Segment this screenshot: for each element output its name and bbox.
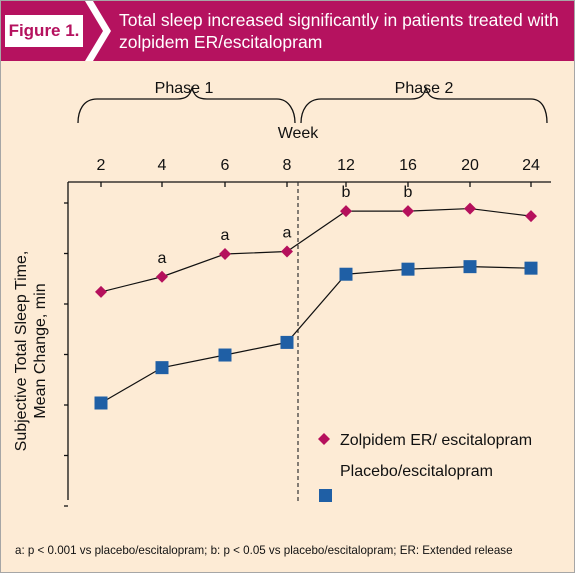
phase1-label: Phase 1 [155,80,214,97]
x-tick-label: 16 [399,157,417,174]
series-layer: a a a b b [94,184,538,410]
placebo-point [280,335,294,349]
y-ticks [64,202,68,507]
x-axis-title: Week [278,125,320,142]
significance-label: b [404,184,413,201]
figure-title-line1: Total sleep increased significantly in p… [119,10,559,30]
legend-placebo-label: Placebo/escitalopram [340,463,493,480]
placebo-point [401,262,415,276]
x-tick-label: 20 [461,157,479,174]
footnote: a: p < 0.001 vs placebo/escitalopram; b:… [15,544,513,557]
chevron-icon [85,1,111,61]
x-tick-label: 2 [97,157,106,174]
zolpidem-point [525,210,537,223]
legend-zolpidem-label: Zolpidem ER/ escitalopram [340,432,532,449]
placebo-point [524,261,538,275]
significance-label: b [342,184,351,201]
significance-label: a [283,225,292,242]
legend: Zolpidem ER/ escitalopram Placebo/escita… [318,432,532,502]
figure-label: Figure 1. [5,15,83,47]
x-tick-label: 4 [158,157,167,174]
placebo-point [218,348,232,362]
zolpidem-point [156,270,168,283]
y-axis-title-line1: Subjective Total Sleep Time, [13,251,30,452]
placebo-point [339,267,353,281]
zolpidem-point [402,205,414,218]
zolpidem-point [219,248,231,261]
x-tick-label: 12 [337,157,355,174]
legend-placebo-marker [319,489,332,502]
phase1-brace [77,85,296,124]
phase2-brace [300,85,548,124]
significance-label: a [221,227,230,244]
zolpidem-point [340,205,352,218]
figure-banner: Figure 1. Total sleep increased signific… [1,1,574,61]
zolpidem-point [464,202,476,215]
x-tick-label: 8 [283,157,292,174]
figure-title-line2: zolpidem ER/escitalopram [119,32,323,52]
figure-title: Total sleep increased significantly in p… [119,9,559,53]
significance-label: a [158,250,167,267]
series-line-placebo [100,266,532,404]
legend-zolpidem-marker [318,433,330,445]
phase2-label: Phase 2 [395,80,454,97]
x-tick-label: 24 [522,157,540,174]
zolpidem-point [281,245,293,258]
x-ticks: 2 4 6 8 12 16 20 24 [97,157,540,187]
x-tick-label: 6 [221,157,230,174]
y-axis-title-line2: Mean Change, min [32,283,49,418]
placebo-point [463,260,477,274]
zolpidem-point [95,285,107,298]
placebo-point [155,361,169,375]
series-line-zolpidem [100,207,532,293]
placebo-point [94,396,108,410]
